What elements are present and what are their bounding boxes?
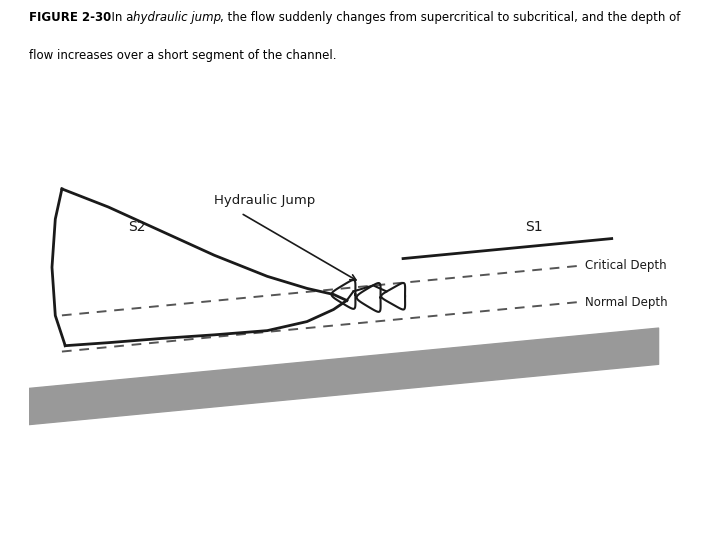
Text: Copyright © 2015 by Pearson Education, Inc.: Copyright © 2015 by Pearson Education, I… bbox=[410, 493, 615, 502]
Text: flow increases over a short segment of the channel.: flow increases over a short segment of t… bbox=[29, 49, 336, 63]
Text: Basic Environmental Technology, Sixth Edition: Basic Environmental Technology, Sixth Ed… bbox=[158, 493, 367, 502]
Text: S1: S1 bbox=[526, 220, 543, 234]
Text: In a: In a bbox=[104, 11, 138, 24]
Text: S2: S2 bbox=[128, 220, 145, 234]
Text: Critical Depth: Critical Depth bbox=[585, 259, 667, 272]
Text: Normal Depth: Normal Depth bbox=[585, 295, 668, 308]
Text: FIGURE 2-30: FIGURE 2-30 bbox=[29, 11, 111, 24]
Text: , the flow suddenly changes from supercritical to subcritical, and the depth of: , the flow suddenly changes from supercr… bbox=[220, 11, 680, 24]
Text: PEARSON: PEARSON bbox=[606, 500, 702, 518]
Text: All Rights Reserved: All Rights Reserved bbox=[410, 517, 498, 526]
Text: ALWAYS LEARNING: ALWAYS LEARNING bbox=[14, 501, 146, 514]
Text: hydraulic jump: hydraulic jump bbox=[132, 11, 221, 24]
Text: Hydraulic Jump: Hydraulic Jump bbox=[215, 194, 315, 207]
Text: Jerry A. Nathanson | Richard A. Schneider: Jerry A. Nathanson | Richard A. Schneide… bbox=[158, 517, 346, 526]
